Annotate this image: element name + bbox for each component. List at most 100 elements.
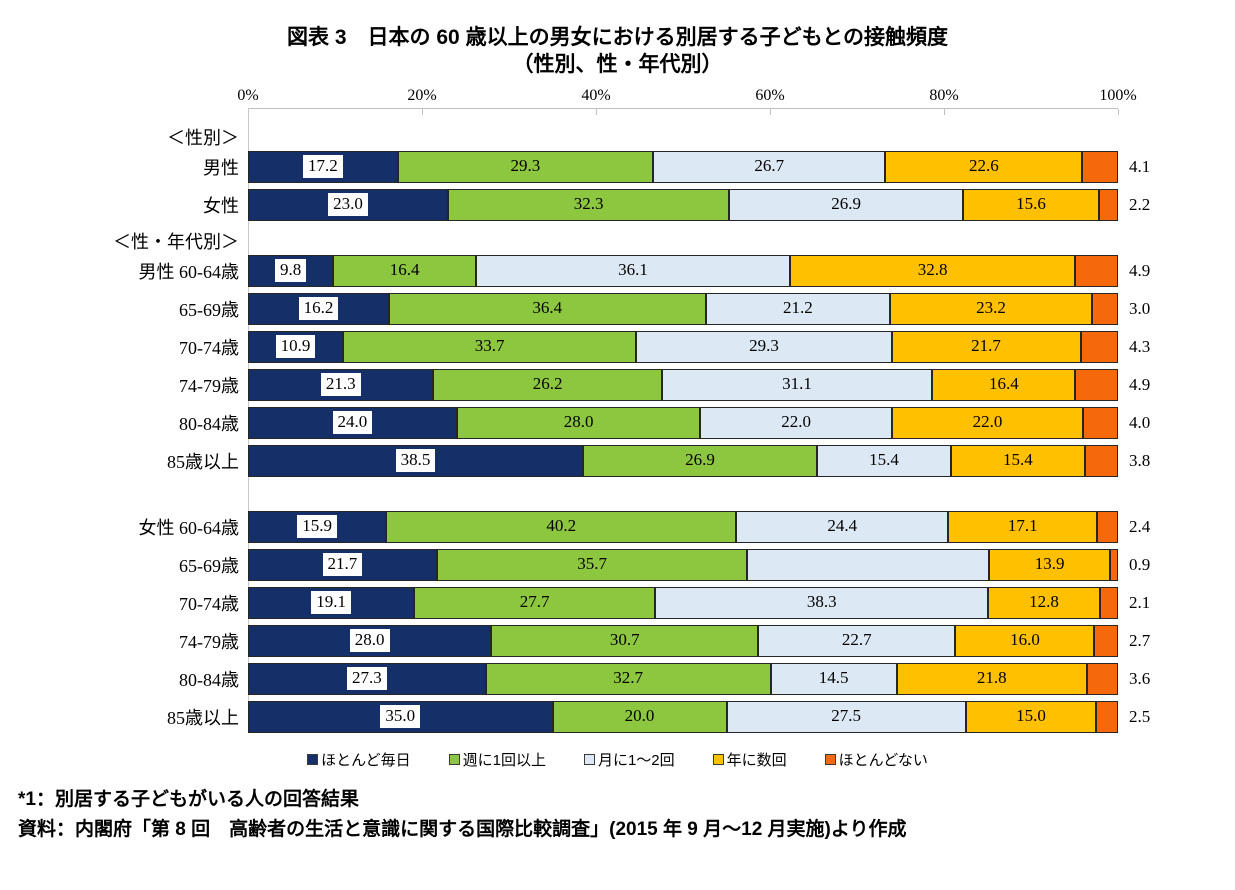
bar-value-label: 36.1: [618, 260, 648, 280]
bar-row: 65-69歳 21.7 35.7 13.9 0.9: [179, 548, 1150, 581]
bar-value-label: 22.7: [841, 630, 872, 650]
legend-label: ほとんど毎日: [321, 751, 411, 769]
bar-segment: 35.0: [248, 700, 553, 733]
row-label: 65-69歳: [179, 299, 239, 320]
bar-row: 85歳以上 38.5 26.9 15.4 15.4 3.8: [167, 444, 1150, 477]
bar-segment: 9.8: [248, 254, 334, 287]
bar-value-label: 32.8: [917, 260, 948, 280]
bar-value-label: 27.3: [346, 667, 387, 690]
stacked-bar: 27.3 32.7 14.5 21.8: [248, 662, 1118, 695]
bar-segment: 31.1: [661, 368, 933, 401]
bar-row: 85歳以上 35.0 20.0 27.5 15.0 2.5: [167, 700, 1150, 733]
bar-value-label-outside: 2.4: [1129, 516, 1151, 536]
bar-segment: 21.8: [896, 662, 1087, 695]
bar-segment: 35.7: [436, 548, 748, 581]
bar-segment: 10.9: [248, 330, 343, 363]
legend-item: 週に1回以上: [448, 749, 546, 770]
x-axis-line: [248, 107, 1119, 115]
bar-value-label: 38.3: [806, 592, 837, 612]
bar-value-label: 38.5: [395, 449, 436, 472]
bar-value-label: 10.9: [275, 335, 316, 358]
bar-segment: 30.7: [491, 624, 759, 657]
x-axis-tick-mark: [596, 108, 597, 115]
legend-item: ほとんど毎日: [307, 749, 411, 770]
row-label: 女性: [203, 195, 239, 216]
bar-value-label: 16.4: [389, 260, 420, 280]
bar-value-label: 15.9: [297, 515, 338, 538]
bar-value-label: 26.9: [831, 194, 861, 214]
bar-value-label: 17.1: [1007, 516, 1038, 536]
bar-segment: 16.4: [932, 368, 1076, 401]
bar-segment: 21.3: [248, 368, 434, 401]
bar-segment: 23.2: [890, 292, 1092, 325]
x-axis-tick-mark: [770, 108, 771, 115]
stacked-bar: 21.7 35.7 13.9: [248, 548, 1118, 581]
bar-value-label-outside: 4.1: [1129, 156, 1151, 176]
stacked-bar: 38.5 26.9 15.4 15.4: [248, 444, 1118, 477]
bar-value-label: 35.0: [380, 705, 421, 728]
bar-segment: 13.9: [989, 548, 1111, 581]
bar-value-label: 28.0: [349, 629, 390, 652]
legend-item: 年に数回: [712, 749, 787, 770]
bar-segment: 23.0: [248, 188, 449, 221]
bar-value-label: 23.2: [976, 298, 1006, 318]
stacked-bar: 21.3 26.2 31.1 16.4: [248, 368, 1118, 401]
bar-segment: 20.0: [552, 700, 727, 733]
bar-segment: 19.1: [248, 586, 415, 619]
legend-color-swatch-icon: [583, 753, 595, 765]
stacked-bar: 24.0 28.0 22.0 22.0: [248, 406, 1118, 439]
bar-segment: [1094, 624, 1118, 657]
bar-segment: 16.0: [955, 624, 1095, 657]
bar-segment: 15.4: [950, 444, 1085, 477]
row-label: 男性 60-64歳: [138, 261, 240, 282]
row-label: 70-74歳: [179, 337, 239, 358]
legend-label: 年に数回: [726, 751, 787, 769]
group-header-label: ＜性・年代別＞: [113, 231, 239, 252]
bar-segment: [1082, 150, 1118, 183]
bar-value-label: 19.1: [311, 591, 351, 614]
bar-value-label: 16.0: [1010, 630, 1040, 650]
bar-segment: [1096, 700, 1118, 733]
bar-value-label: 21.3: [320, 373, 361, 396]
bar-value-label: 17.2: [303, 155, 343, 178]
stacked-bar: 9.8 16.4 36.1 32.8: [248, 254, 1118, 287]
bar-segment: [747, 548, 990, 581]
bar-segment: 32.7: [485, 662, 771, 695]
bar-segment: 27.7: [414, 586, 656, 619]
row-label: 80-84歳: [179, 669, 239, 690]
bar-value-label: 14.5: [818, 668, 849, 688]
row-label: 70-74歳: [179, 593, 239, 614]
bar-segment: 28.0: [248, 624, 492, 657]
x-axis-tick-label: 0%: [237, 86, 259, 104]
x-axis-tick-label: 100%: [1099, 86, 1137, 104]
bar-row: 70-74歳 10.9 33.7 29.3 21.7 4.3: [179, 330, 1150, 363]
bar-segment: 21.2: [705, 292, 891, 325]
group-header-label: ＜性別＞: [167, 127, 239, 148]
legend-color-swatch-icon: [712, 753, 724, 765]
bar-value-label-outside: 0.9: [1129, 554, 1151, 574]
bar-segment: 36.4: [388, 292, 706, 325]
bar-segment: 26.7: [652, 150, 886, 183]
stacked-bar: 19.1 27.7 38.3 12.8: [248, 586, 1118, 619]
bar-value-label-outside: 3.6: [1129, 668, 1151, 688]
bar-value-label: 27.5: [831, 706, 861, 726]
bar-value-label: 15.4: [1003, 450, 1033, 470]
stacked-bar: 28.0 30.7 22.7 16.0: [248, 624, 1118, 657]
x-axis-tick-label: 40%: [581, 86, 611, 104]
bar-segment: 29.3: [397, 150, 653, 183]
stacked-bar: 15.9 40.2 24.4 17.1: [248, 510, 1118, 543]
bar-value-label-outside: 2.5: [1129, 706, 1151, 726]
stacked-bar: 10.9 33.7 29.3 21.7: [248, 330, 1118, 363]
bar-segment: 40.2: [386, 510, 737, 543]
bar-segment: [1086, 662, 1118, 695]
bar-segment: 28.0: [456, 406, 701, 439]
bar-value-label-outside: 4.0: [1129, 412, 1151, 432]
bar-segment: 32.3: [448, 188, 730, 221]
bar-segment: 29.3: [636, 330, 892, 363]
legend-label: ほとんどない: [838, 751, 928, 769]
bar-value-label: 28.0: [563, 412, 594, 432]
bar-segment: 12.8: [988, 586, 1100, 619]
bar-value-label: 12.8: [1029, 592, 1059, 612]
bar-segment: 26.9: [582, 444, 817, 477]
